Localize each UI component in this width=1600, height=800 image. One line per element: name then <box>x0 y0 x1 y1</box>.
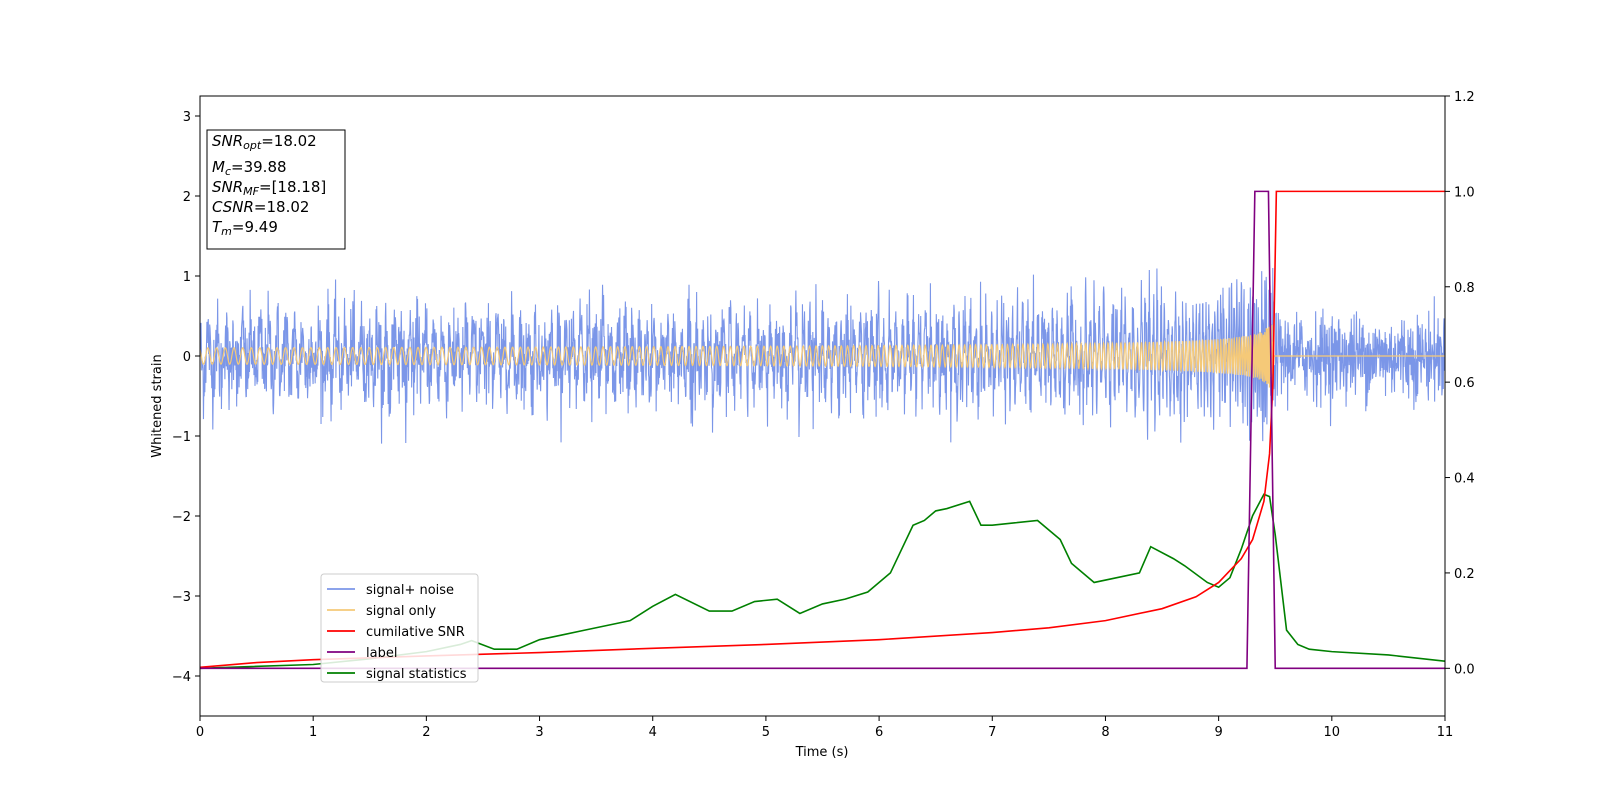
legend-entry-label: label <box>366 646 397 661</box>
info-box-line: Mc=39.88 <box>212 158 287 178</box>
y-tick-label: −2 <box>172 510 191 525</box>
y2-tick-label: 1.2 <box>1454 90 1475 105</box>
x-axis-label: Time (s) <box>795 745 849 760</box>
x-tick-label: 6 <box>875 725 883 740</box>
series-signal-only <box>200 324 1445 388</box>
y2-tick-label: 0.0 <box>1454 662 1475 677</box>
info-box-line: Tm=9.49 <box>212 218 278 238</box>
x-tick-label: 7 <box>988 725 996 740</box>
y-axis-label: Whitened strain <box>150 354 165 457</box>
y-tick-label: −3 <box>172 590 191 605</box>
x-tick-label: 3 <box>535 725 543 740</box>
y-tick-label: −4 <box>172 670 191 685</box>
info-box-line: SNRMF=[18.18] <box>212 178 326 198</box>
y2-tick-label: 1.0 <box>1454 185 1475 200</box>
x-tick-label: 5 <box>762 725 770 740</box>
x-tick-label: 0 <box>196 725 204 740</box>
y-axis-right: 0.0 0.2 0.4 0.6 0.8 1.0 1.2 <box>1445 90 1475 677</box>
x-tick-label: 2 <box>422 725 430 740</box>
y-tick-label: −1 <box>172 430 191 445</box>
legend-entry-label: signal only <box>366 604 436 619</box>
series-signal-statistics <box>200 493 1445 670</box>
legend-entry-label: signal+ noise <box>366 583 454 598</box>
y-tick-label: 2 <box>183 190 191 205</box>
info-box-line: CSNR=18.02 <box>212 198 309 216</box>
info-box-line: SNRopt=18.02 <box>212 132 317 152</box>
legend-frame <box>320 573 479 683</box>
legend-entry-label: signal statistics <box>366 667 467 682</box>
x-tick-label: 11 <box>1437 725 1454 740</box>
x-tick-label: 4 <box>649 725 657 740</box>
x-tick-label: 10 <box>1324 725 1341 740</box>
x-tick-label: 9 <box>1214 725 1222 740</box>
info-box-frame <box>206 129 346 250</box>
plot-frame <box>199 95 1446 717</box>
y-tick-label: 1 <box>183 270 191 285</box>
y-tick-label: 0 <box>183 350 191 365</box>
series-label <box>200 190 1445 670</box>
y2-tick-label: 0.4 <box>1454 472 1475 487</box>
y-tick-label: 3 <box>183 110 191 125</box>
y2-tick-label: 0.6 <box>1454 376 1475 391</box>
x-axis: 0 1 2 3 4 5 6 7 8 9 10 11 <box>196 716 1453 740</box>
series-signal-noise <box>200 267 1445 444</box>
y2-tick-label: 0.8 <box>1454 281 1475 296</box>
x-tick-label: 1 <box>309 725 317 740</box>
legend: signal+ noise signal only cumilative SNR la… <box>320 573 479 683</box>
y-axis-left: −4 −3 −2 −1 0 1 2 3 <box>172 110 200 685</box>
x-tick-label: 8 <box>1101 725 1109 740</box>
y2-tick-label: 0.2 <box>1454 567 1475 582</box>
info-box: SNRopt=18.02 Mc=39.88SNRMF=[18.18]CSNR=18… <box>206 129 346 250</box>
legend-entry-label: cumilative SNR <box>366 625 465 640</box>
